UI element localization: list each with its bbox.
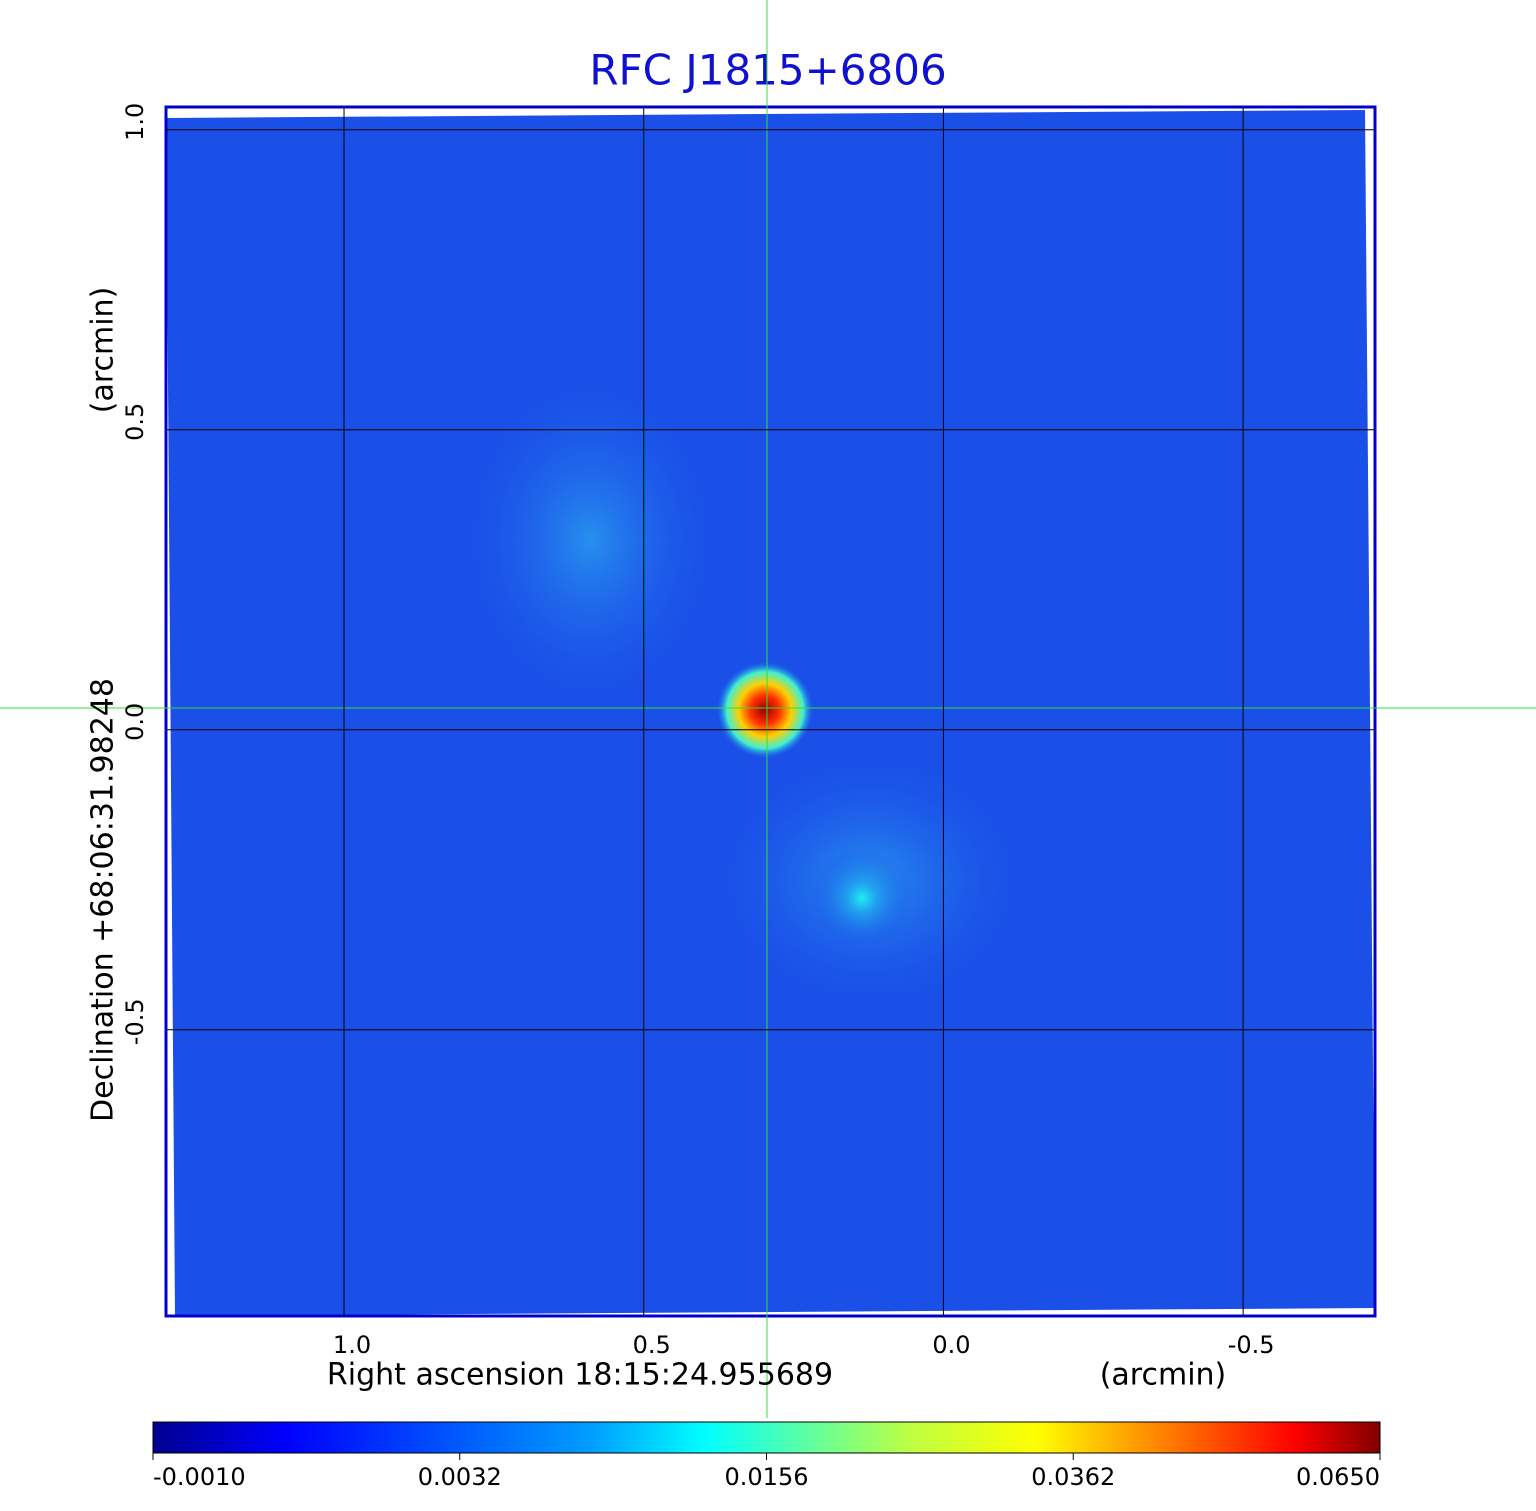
colorbar [152, 1421, 1381, 1454]
colorbar-tick-label: 0.0362 [1031, 1463, 1115, 1491]
colorbar-tick-label: 0.0156 [725, 1463, 809, 1491]
x-tick-label: 0.5 [633, 1331, 671, 1359]
chart-title: RFC J1815+6806 [589, 46, 946, 95]
y-tick-label: -0.5 [121, 998, 149, 1045]
sky-image [166, 110, 1375, 1316]
y-tick-label: 0.0 [121, 703, 149, 741]
x-tick-label: 0.0 [932, 1331, 970, 1359]
plot-frame [164, 105, 1377, 1318]
x-axis-label: Right ascension 18:15:24.955689 [327, 1358, 833, 1393]
y-axis-label: Declination +68:06:31.98248 [86, 678, 121, 1122]
colorbar-tick-label: -0.0010 [153, 1463, 246, 1491]
x-tick-label: 1.0 [333, 1331, 371, 1359]
colorbar-tick-label: 0.0650 [1296, 1463, 1380, 1491]
y-tick-label: 0.5 [121, 403, 149, 441]
colorbar-tick-label: 0.0032 [418, 1463, 502, 1491]
y-axis-unit: (arcmin) [86, 287, 121, 414]
x-axis-unit: (arcmin) [1100, 1358, 1227, 1393]
y-tick-label: 1.0 [121, 103, 149, 141]
x-tick-label: -0.5 [1228, 1331, 1275, 1359]
